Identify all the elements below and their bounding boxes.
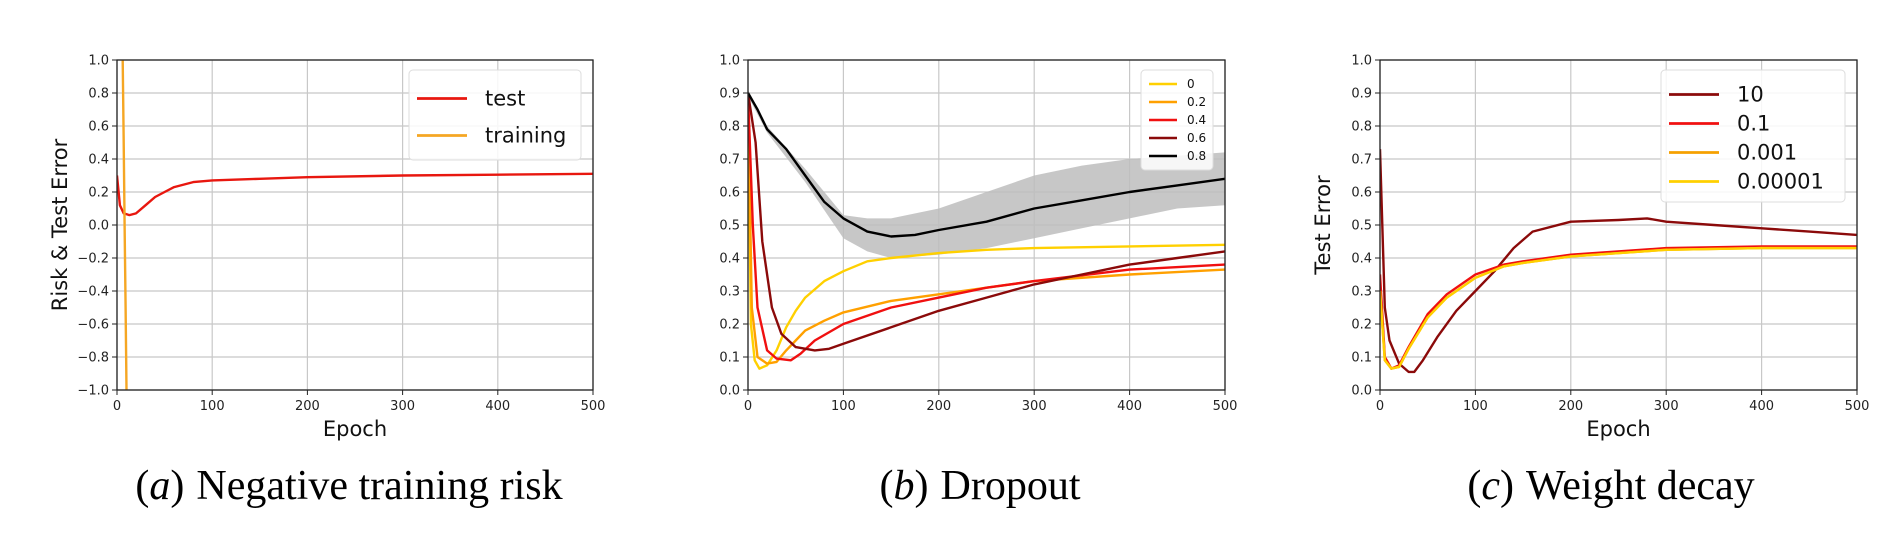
series-line-0.6	[748, 92, 1225, 352]
y-tick-label: 0.1	[719, 351, 740, 366]
y-tick-label: 0.4	[719, 252, 740, 267]
y-tick-label: 0.4	[1351, 252, 1372, 267]
x-axis-label: Epoch	[323, 417, 387, 441]
y-tick-label: 0.8	[88, 87, 109, 102]
chart-c: 0 100 200 300 400 500 0.0 0.1 0.2 0.3 0.4 0.5 0.6 0.7…	[1311, 54, 1869, 442]
y-tick-label: 0.7	[719, 153, 740, 168]
y-tick-label: 0.9	[719, 87, 740, 102]
plot-area	[748, 89, 1225, 370]
y-tick-label: 0.3	[719, 285, 740, 300]
series-line-0.1	[1380, 245, 1857, 370]
x-tick-label: 500	[1213, 399, 1238, 414]
y-tick-label: 0.7	[1351, 153, 1372, 168]
legend-box	[1660, 69, 1846, 203]
chart-a: 0 100 200 300 400 500 −1.0 −0.8 −0.6 −0.4 −0.2 0.0 0…	[48, 54, 606, 442]
y-tick-label: 0.3	[1351, 285, 1372, 300]
y-tick-label: 0.0	[719, 384, 740, 399]
legend-label: training	[485, 124, 566, 148]
x-axis-label: Epoch	[1586, 417, 1650, 441]
legend: 0 0.2 0.4 0.6 0.8	[1140, 69, 1214, 171]
y-tick-label: −0.4	[77, 285, 109, 300]
y-tick-label: 0.0	[1351, 384, 1372, 399]
x-tick-label: 0	[1376, 399, 1384, 414]
legend-label: 10	[1737, 83, 1764, 107]
x-tick-label: 200	[295, 399, 320, 414]
caption-label: b	[880, 463, 941, 509]
legend: 10 0.1 0.001 0.00001	[1660, 69, 1846, 203]
y-tick-label: 0.2	[719, 318, 740, 333]
x-tick-label: 0	[113, 399, 121, 414]
x-tick-label: 100	[200, 399, 225, 414]
y-tick-label: 0.9	[1351, 87, 1372, 102]
y-tick-label: −0.2	[77, 252, 109, 267]
x-tick-label: 100	[1463, 399, 1488, 414]
plot-area	[1380, 149, 1857, 374]
y-tick-label: 0.1	[1351, 351, 1372, 366]
caption-b: bDropout	[880, 462, 1081, 510]
y-tick-label: 0.8	[1351, 120, 1372, 135]
caption-text: Weight decay	[1525, 463, 1755, 509]
x-tick-label: 200	[926, 399, 951, 414]
y-tick-label: 0.5	[719, 219, 740, 234]
caption-text: Negative training risk	[196, 463, 563, 509]
y-tick-label: 0.4	[88, 153, 109, 168]
x-tick-label: 400	[1749, 399, 1774, 414]
series-line-training	[121, 60, 128, 390]
y-tick-label: −1.0	[77, 384, 109, 399]
x-tick-label: 300	[1022, 399, 1047, 414]
legend-label: 0.00001	[1737, 170, 1824, 194]
series-line-0.8	[748, 92, 1225, 238]
y-tick-label: 1.0	[1351, 54, 1372, 69]
legend-label: 0.001	[1737, 141, 1797, 165]
y-tick-label: 0.5	[1351, 219, 1372, 234]
x-tick-label: 400	[485, 399, 510, 414]
x-tick-label: 500	[1845, 399, 1870, 414]
x-tick-label: 0	[744, 399, 752, 414]
legend-label: 0.6	[1187, 131, 1206, 145]
legend-label: 0	[1187, 77, 1195, 91]
x-tick-label: 300	[390, 399, 415, 414]
caption-label: c	[1467, 463, 1526, 509]
y-axis-label: Test Error	[1311, 175, 1335, 276]
caption-a: aNegative training risk	[135, 462, 562, 510]
legend: test training	[408, 69, 582, 161]
y-axis-label: Risk & Test Error	[48, 138, 72, 311]
legend-label: 0.1	[1737, 112, 1770, 136]
x-tick-label: 400	[1117, 399, 1142, 414]
caption-text: Dropout	[940, 463, 1081, 509]
x-tick-label: 300	[1654, 399, 1679, 414]
y-tick-label: 0.2	[1351, 318, 1372, 333]
legend-label: 0.8	[1187, 149, 1206, 163]
y-tick-label: 1.0	[88, 54, 109, 69]
plot-area	[117, 60, 593, 390]
series-line-0	[748, 92, 1225, 370]
legend-label: 0.4	[1187, 113, 1206, 127]
x-tick-label: 200	[1558, 399, 1583, 414]
legend-label: 0.2	[1187, 95, 1206, 109]
y-tick-label: 1.0	[719, 54, 740, 69]
y-tick-label: 0.6	[88, 120, 109, 135]
caption-c: cWeight decay	[1467, 462, 1754, 510]
y-tick-label: −0.8	[77, 351, 109, 366]
confidence-band	[748, 89, 1225, 258]
series-line-0.001	[1380, 246, 1857, 370]
y-tick-label: 0.2	[88, 186, 109, 201]
caption-label: a	[135, 463, 196, 509]
x-tick-label: 100	[831, 399, 856, 414]
x-tick-label: 500	[581, 399, 606, 414]
series-line-test	[117, 172, 593, 217]
legend-box	[408, 69, 582, 161]
y-tick-label: 0.8	[719, 120, 740, 135]
legend-label: test	[485, 87, 525, 111]
y-tick-label: 0.6	[719, 186, 740, 201]
series-line-0.00001	[1380, 246, 1857, 370]
series-line-0.4	[748, 92, 1225, 362]
chart-b: 0 100 200 300 400 500 0.0 0.1 0.2 0.3 0.4 0.5 0.6 0.7…	[719, 54, 1237, 415]
y-tick-label: 0.6	[1351, 186, 1372, 201]
y-tick-label: 0.0	[88, 219, 109, 234]
y-tick-label: −0.6	[77, 318, 109, 333]
